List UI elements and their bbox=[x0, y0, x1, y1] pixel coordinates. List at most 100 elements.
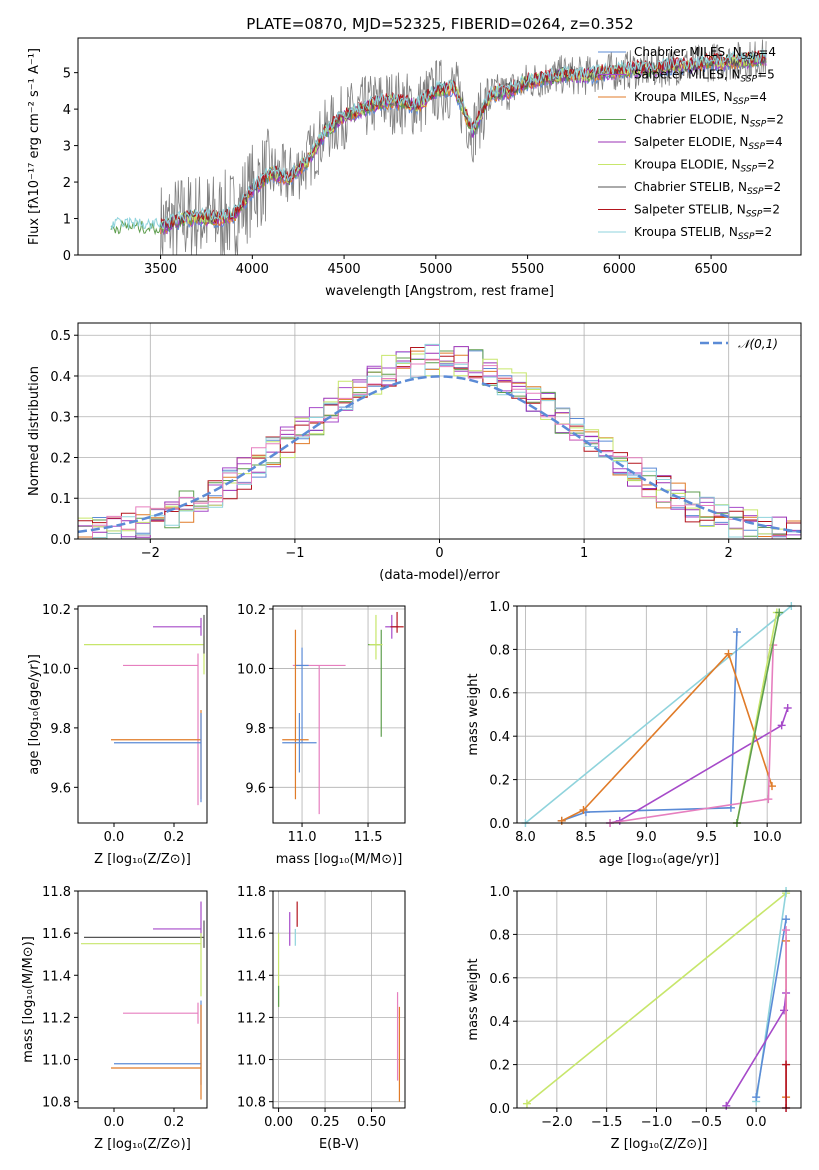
mass-weight-series bbox=[755, 919, 787, 1098]
y-tick-label: 9.8 bbox=[50, 722, 71, 737]
y-tick-label: 10.2 bbox=[237, 603, 266, 618]
x-tick-label: 5000 bbox=[419, 262, 452, 277]
x-tick-label: −0.5 bbox=[691, 1115, 723, 1130]
y-axis-label: mass [log₁₀(M/M⊙)] bbox=[21, 936, 36, 1063]
legend-entry: 𝒩(0,1) bbox=[738, 337, 778, 351]
x-tick-label: −2 bbox=[141, 546, 160, 561]
x-tick-label: 0.0 bbox=[746, 1115, 767, 1130]
legend-entry: Kroupa ELODIE, NSSP=2 bbox=[634, 158, 775, 175]
mass-vs-z-panel: 0.0 0.2 10.8 11.0 11.2 11.4 11.6 11.8 Z [log₁₀(Z… bbox=[21, 885, 208, 1152]
errorbar-point bbox=[123, 653, 199, 806]
residual-histogram-panel: −2 −1 0 1 2 0.0 0.1 0.2 0.3 0.4 0.5 (data-model)/er… bbox=[27, 322, 802, 583]
errorbar-point bbox=[282, 713, 317, 773]
series-marker bbox=[557, 816, 566, 825]
x-tick-label: 4500 bbox=[328, 262, 361, 277]
errorbar-point bbox=[390, 611, 404, 633]
y-tick-label: 0 bbox=[63, 249, 71, 264]
series-marker bbox=[764, 795, 773, 804]
histogram-series bbox=[78, 343, 801, 539]
y-axis-label: mass weight bbox=[466, 958, 481, 1040]
mass-weight-series bbox=[526, 892, 787, 1105]
errorbar-point bbox=[153, 901, 202, 940]
y-tick-label: 0.1 bbox=[50, 492, 71, 507]
x-tick-label: 6000 bbox=[603, 262, 636, 277]
series-marker bbox=[724, 649, 733, 658]
normal-curve bbox=[78, 375, 801, 534]
errorbar-point bbox=[111, 710, 202, 800]
y-tick-label: 11.8 bbox=[237, 885, 266, 900]
x-tick-label: 3500 bbox=[144, 262, 177, 277]
legend-entry: Salpeter MILES, NSSP=5 bbox=[634, 68, 775, 85]
y-tick-label: 3 bbox=[63, 140, 71, 155]
y-tick-label: 10.2 bbox=[42, 603, 71, 618]
errorbar-point bbox=[368, 629, 382, 737]
y-tick-label: 0.2 bbox=[489, 1059, 510, 1074]
y-tick-label: 0.8 bbox=[489, 928, 510, 943]
series-marker bbox=[722, 1101, 731, 1110]
x-axis-label: Z [log₁₀(Z/Z⊙)] bbox=[94, 1137, 191, 1152]
x-axis-label: E(B-V) bbox=[319, 1137, 359, 1152]
series-marker bbox=[777, 721, 786, 730]
y-tick-label: 11.4 bbox=[237, 969, 266, 984]
errorbar-point bbox=[369, 614, 383, 660]
axes-frame bbox=[516, 605, 802, 824]
x-tick-label: 9.5 bbox=[696, 830, 717, 845]
series-marker bbox=[783, 703, 792, 712]
figure-title: PLATE=0870, MJD=52325, FIBERID=0264, z=0… bbox=[246, 15, 633, 33]
x-axis-label: mass [log₁₀(M/M⊙)] bbox=[276, 852, 403, 867]
y-tick-label: 11.6 bbox=[237, 927, 266, 942]
x-tick-label: 9.0 bbox=[636, 830, 657, 845]
series-marker bbox=[782, 926, 791, 935]
x-tick-label: 0 bbox=[435, 546, 443, 561]
y-tick-label: 0.8 bbox=[489, 643, 510, 658]
errorbar-point bbox=[153, 617, 202, 636]
y-tick-label: 11.0 bbox=[42, 1054, 71, 1069]
mass-weight-vs-z-panel: −2.0 −1.5 −1.0 −0.5 0.0 0.0 0.2 0.4 0.6 0.8 1.0 Z [… bbox=[466, 885, 802, 1152]
x-tick-label: 0.25 bbox=[311, 1115, 340, 1130]
errorbar-point bbox=[84, 920, 205, 948]
y-tick-label: 10.8 bbox=[237, 1096, 266, 1111]
y-axis-label: mass weight bbox=[466, 673, 481, 755]
errorbar-point bbox=[114, 713, 202, 803]
x-tick-label: −2.0 bbox=[541, 1115, 573, 1130]
y-tick-label: 9.6 bbox=[50, 781, 71, 796]
axes-frame bbox=[272, 605, 406, 824]
x-tick-label: −1.5 bbox=[591, 1115, 623, 1130]
histogram-series bbox=[78, 353, 801, 539]
y-tick-label: 11.2 bbox=[42, 1011, 71, 1026]
series-marker bbox=[752, 1093, 761, 1102]
legend-entry: Kroupa MILES, NSSP=4 bbox=[634, 90, 767, 107]
errorbar-point bbox=[282, 629, 309, 800]
mass-vs-ebv-panel: 0.00 0.25 0.50 10.8 11.0 11.2 11.4 11.6 11.8 E(B-… bbox=[237, 885, 406, 1152]
mass-weight-series bbox=[736, 612, 780, 824]
x-tick-label: 10.0 bbox=[753, 830, 782, 845]
series-marker bbox=[775, 608, 784, 617]
series-marker bbox=[579, 805, 588, 814]
y-tick-label: 9.6 bbox=[245, 781, 266, 796]
legend-entry: Salpeter STELIB, NSSP=2 bbox=[634, 203, 780, 220]
x-axis-label: wavelength [Angstrom, rest frame] bbox=[325, 284, 554, 299]
errorbar-point bbox=[295, 647, 309, 743]
x-axis-label: Z [log₁₀(Z/Z⊙)] bbox=[94, 852, 191, 867]
legend-entry: Salpeter ELODIE, NSSP=4 bbox=[634, 135, 783, 152]
y-tick-label: 10.0 bbox=[42, 662, 71, 677]
legend-entry: Chabrier MILES, NSSP=4 bbox=[634, 45, 776, 62]
x-tick-label: 6500 bbox=[695, 262, 728, 277]
legend-entry: Chabrier STELIB, NSSP=2 bbox=[634, 180, 781, 197]
y-tick-label: 0.2 bbox=[50, 451, 71, 466]
x-tick-label: −1 bbox=[285, 546, 304, 561]
y-tick-label: 0.4 bbox=[489, 730, 510, 745]
y-tick-label: 10.8 bbox=[42, 1096, 71, 1111]
y-tick-label: 9.8 bbox=[245, 722, 266, 737]
y-tick-label: 2 bbox=[63, 176, 71, 191]
x-tick-label: 0.2 bbox=[164, 1115, 185, 1130]
y-tick-label: 10.0 bbox=[237, 662, 266, 677]
x-axis-label: Z [log₁₀(Z/Z⊙)] bbox=[611, 1137, 708, 1152]
y-tick-label: 0.6 bbox=[489, 687, 510, 702]
series-marker bbox=[782, 915, 791, 924]
x-tick-label: 11.0 bbox=[288, 830, 317, 845]
y-tick-label: 1.0 bbox=[489, 885, 510, 900]
series-marker bbox=[782, 1060, 791, 1069]
y-tick-label: 11.2 bbox=[237, 1011, 266, 1026]
